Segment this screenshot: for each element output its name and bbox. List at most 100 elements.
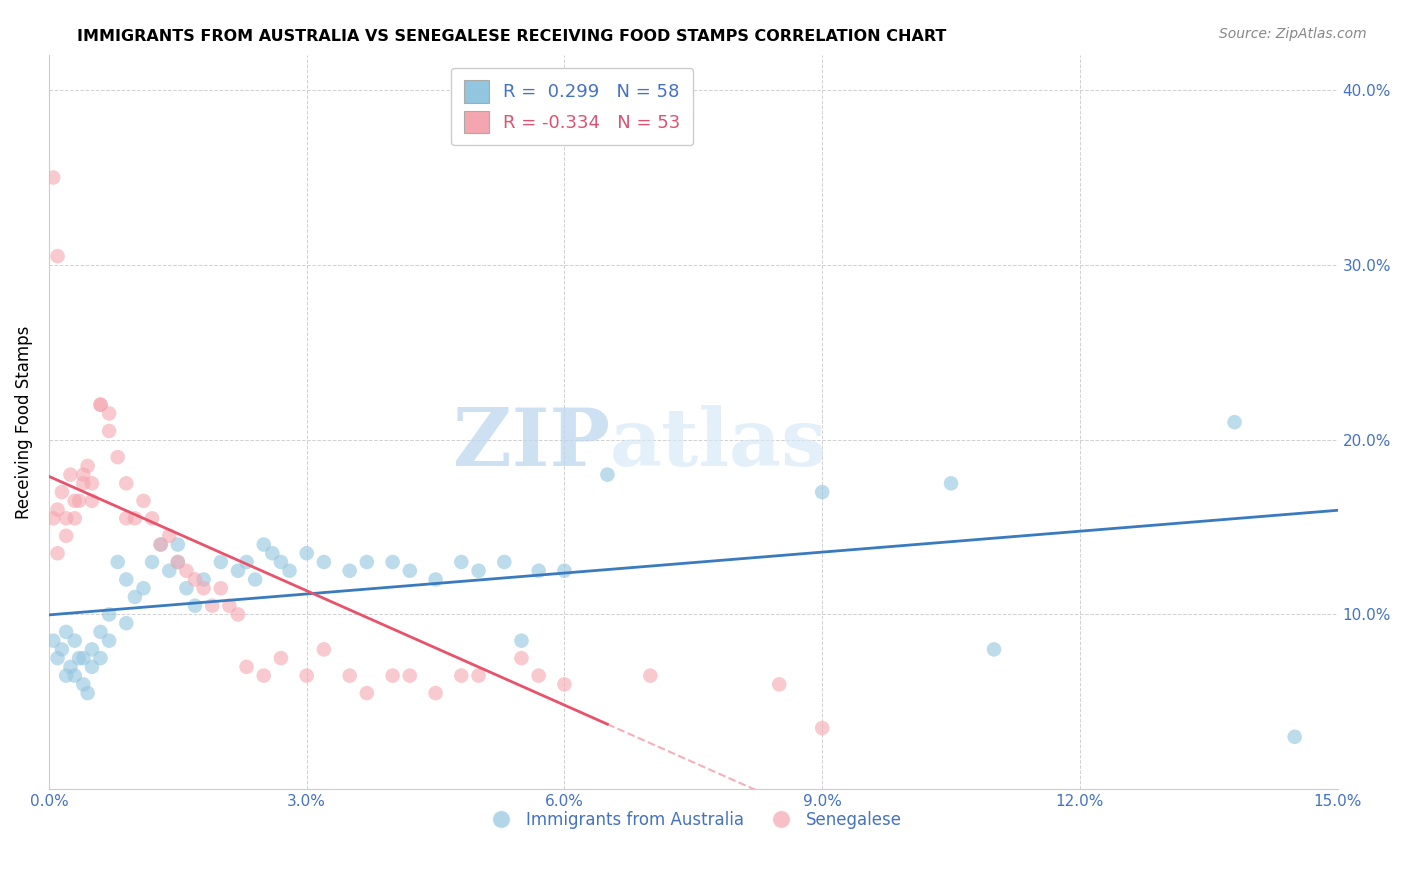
Point bbox=[398, 668, 420, 682]
Point bbox=[218, 599, 240, 613]
Point bbox=[184, 573, 207, 587]
Point bbox=[193, 573, 215, 587]
Point bbox=[72, 476, 94, 491]
Point bbox=[67, 651, 90, 665]
Y-axis label: Receiving Food Stamps: Receiving Food Stamps bbox=[15, 326, 32, 519]
Point bbox=[295, 668, 318, 682]
Point bbox=[553, 677, 575, 691]
Point bbox=[76, 458, 98, 473]
Point bbox=[381, 668, 404, 682]
Point bbox=[983, 642, 1005, 657]
Point bbox=[553, 564, 575, 578]
Point bbox=[42, 170, 65, 185]
Point bbox=[226, 564, 249, 578]
Point bbox=[312, 642, 335, 657]
Point bbox=[63, 668, 86, 682]
Point bbox=[124, 590, 146, 604]
Point bbox=[356, 555, 378, 569]
Legend: Immigrants from Australia, Senegalese: Immigrants from Australia, Senegalese bbox=[478, 805, 908, 836]
Point bbox=[209, 555, 232, 569]
Point bbox=[166, 555, 188, 569]
Point bbox=[235, 555, 257, 569]
Point bbox=[80, 642, 103, 657]
Point bbox=[63, 633, 86, 648]
Point bbox=[270, 651, 292, 665]
Point bbox=[98, 406, 121, 420]
Point bbox=[149, 537, 172, 551]
Point bbox=[124, 511, 146, 525]
Point bbox=[450, 555, 472, 569]
Text: IMMIGRANTS FROM AUSTRALIA VS SENEGALESE RECEIVING FOOD STAMPS CORRELATION CHART: IMMIGRANTS FROM AUSTRALIA VS SENEGALESE … bbox=[77, 29, 946, 44]
Point bbox=[98, 633, 121, 648]
Point bbox=[253, 668, 276, 682]
Point bbox=[42, 511, 65, 525]
Point bbox=[157, 564, 180, 578]
Point bbox=[312, 555, 335, 569]
Point bbox=[253, 537, 276, 551]
Point bbox=[425, 686, 447, 700]
Point bbox=[339, 668, 361, 682]
Point bbox=[226, 607, 249, 622]
Point bbox=[89, 624, 111, 639]
Point bbox=[115, 616, 138, 631]
Point bbox=[510, 651, 533, 665]
Point bbox=[63, 511, 86, 525]
Point bbox=[59, 467, 82, 482]
Point bbox=[939, 476, 962, 491]
Point bbox=[270, 555, 292, 569]
Point bbox=[262, 546, 284, 560]
Point bbox=[72, 677, 94, 691]
Point bbox=[176, 564, 198, 578]
Point bbox=[107, 555, 129, 569]
Point bbox=[295, 546, 318, 560]
Point bbox=[115, 511, 138, 525]
Point bbox=[80, 493, 103, 508]
Point bbox=[398, 564, 420, 578]
Point bbox=[89, 398, 111, 412]
Point bbox=[176, 581, 198, 595]
Point bbox=[243, 573, 266, 587]
Point bbox=[494, 555, 516, 569]
Point bbox=[193, 581, 215, 595]
Point bbox=[51, 485, 73, 500]
Point bbox=[149, 537, 172, 551]
Point bbox=[76, 686, 98, 700]
Point bbox=[141, 555, 163, 569]
Point bbox=[527, 668, 550, 682]
Text: ZIP: ZIP bbox=[453, 405, 610, 483]
Point bbox=[63, 493, 86, 508]
Point bbox=[166, 537, 188, 551]
Point bbox=[72, 651, 94, 665]
Point bbox=[811, 485, 834, 500]
Point bbox=[166, 555, 188, 569]
Point bbox=[132, 493, 155, 508]
Point bbox=[467, 564, 489, 578]
Point bbox=[72, 467, 94, 482]
Point bbox=[98, 607, 121, 622]
Point bbox=[59, 660, 82, 674]
Point bbox=[1284, 730, 1306, 744]
Point bbox=[46, 502, 69, 516]
Point bbox=[811, 721, 834, 735]
Point bbox=[278, 564, 301, 578]
Point bbox=[55, 668, 77, 682]
Point bbox=[201, 599, 224, 613]
Point bbox=[115, 476, 138, 491]
Point bbox=[42, 633, 65, 648]
Point bbox=[80, 660, 103, 674]
Point bbox=[46, 651, 69, 665]
Point bbox=[157, 529, 180, 543]
Point bbox=[107, 450, 129, 464]
Point bbox=[1223, 415, 1246, 429]
Point bbox=[339, 564, 361, 578]
Point bbox=[640, 668, 662, 682]
Point bbox=[450, 668, 472, 682]
Point bbox=[141, 511, 163, 525]
Text: atlas: atlas bbox=[610, 405, 827, 483]
Point bbox=[425, 573, 447, 587]
Point bbox=[209, 581, 232, 595]
Point bbox=[98, 424, 121, 438]
Point bbox=[55, 529, 77, 543]
Point bbox=[510, 633, 533, 648]
Point bbox=[115, 573, 138, 587]
